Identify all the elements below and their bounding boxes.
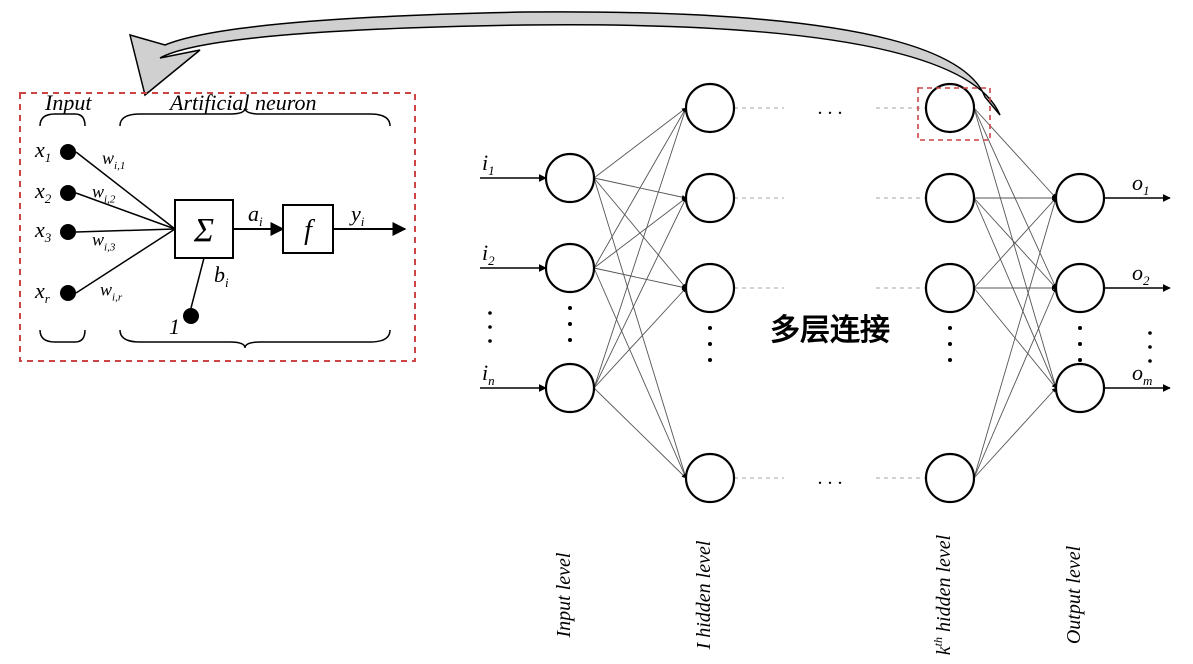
- input-dot: [60, 224, 76, 240]
- weight-label: wi,3: [92, 229, 116, 253]
- nn-node: [686, 174, 734, 222]
- input-dot: [60, 285, 76, 301]
- nn-edge: [974, 108, 1056, 198]
- nn-node: [1056, 364, 1104, 412]
- weight-edge: [76, 229, 175, 293]
- label-bi: bi: [214, 262, 229, 290]
- label-yi: yi: [349, 201, 365, 229]
- vdots: [1148, 331, 1152, 335]
- vdots: [1148, 359, 1152, 363]
- vdots: [568, 322, 572, 326]
- brace-neuron-bottom: [120, 330, 390, 348]
- weight-label: wi,2: [92, 181, 116, 205]
- nn-edge: [594, 108, 686, 178]
- vdots: [948, 358, 952, 362]
- input-io-label: in: [482, 360, 495, 388]
- vdots: [568, 338, 572, 342]
- input-io-label: i1: [482, 150, 495, 178]
- layer-label-h1: I hidden level: [693, 540, 715, 650]
- input-label: xr: [34, 278, 51, 306]
- nn-node: [686, 84, 734, 132]
- vdots: [948, 342, 952, 346]
- layer-label-input: Input level: [553, 552, 575, 638]
- nn-node: [926, 264, 974, 312]
- nn-edge: [974, 198, 1056, 388]
- nn-node: [926, 174, 974, 222]
- brace-input-bottom: [40, 330, 85, 342]
- nn-node: [1056, 174, 1104, 222]
- sigma-symbol: Σ: [193, 212, 214, 249]
- bias-dot: [183, 308, 199, 324]
- vdots: [1078, 326, 1082, 330]
- weight-edge: [76, 152, 175, 229]
- vdots: [488, 311, 492, 315]
- weight-label: wi,1: [102, 148, 125, 172]
- label-input: Input: [44, 90, 92, 115]
- nn-node: [686, 454, 734, 502]
- nn-node: [686, 264, 734, 312]
- vdots: [1078, 358, 1082, 362]
- vdots: [708, 326, 712, 330]
- vdots: [708, 358, 712, 362]
- bias-edge: [191, 258, 204, 308]
- output-io-label: om: [1132, 360, 1152, 388]
- output-io-label: o2: [1132, 260, 1150, 288]
- input-label: x1: [34, 137, 51, 165]
- nn-node: [546, 154, 594, 202]
- input-label: x3: [34, 217, 52, 245]
- layer-label-hk: kth hidden level: [931, 534, 955, 655]
- hdots: . . .: [818, 467, 843, 489]
- nn-node: [1056, 264, 1104, 312]
- nn-edge: [594, 198, 686, 388]
- nn-edge: [974, 388, 1056, 478]
- vdots: [1078, 342, 1082, 346]
- label-artificial-neuron: Artificial neuron: [168, 90, 316, 115]
- input-dot: [60, 185, 76, 201]
- nn-edge: [974, 108, 1056, 388]
- nn-node: [546, 244, 594, 292]
- output-io-label: o1: [1132, 170, 1150, 198]
- vdots: [1148, 345, 1152, 349]
- input-dot: [60, 144, 76, 160]
- nn-node: [926, 454, 974, 502]
- vdots: [568, 306, 572, 310]
- hdots: . . .: [818, 97, 843, 119]
- weight-edge: [76, 193, 175, 229]
- brace-input: [40, 114, 85, 126]
- input-label: x2: [34, 178, 52, 206]
- nn-edge: [594, 108, 686, 268]
- center-label: 多层连接: [770, 314, 890, 347]
- nn-node: [546, 364, 594, 412]
- nn-edge: [974, 198, 1056, 478]
- vdots: [488, 339, 492, 343]
- nn-node: [926, 84, 974, 132]
- nn-edge: [594, 198, 686, 268]
- layer-label-output: Output level: [1063, 545, 1085, 644]
- vdots: [708, 342, 712, 346]
- label-ai: ai: [248, 201, 263, 229]
- diagram-canvas: Input Artificial neuron x1 wi,1 x2 wi,2 x3 wi,3…: [0, 0, 1193, 664]
- nn-edge: [594, 108, 686, 388]
- input-io-label: i2: [482, 240, 495, 268]
- vdots: [488, 325, 492, 329]
- label-one: 1: [169, 314, 180, 339]
- vdots: [948, 326, 952, 330]
- weight-label: wi,r: [100, 279, 123, 303]
- weight-edge: [76, 229, 175, 232]
- nn-edge: [974, 288, 1056, 478]
